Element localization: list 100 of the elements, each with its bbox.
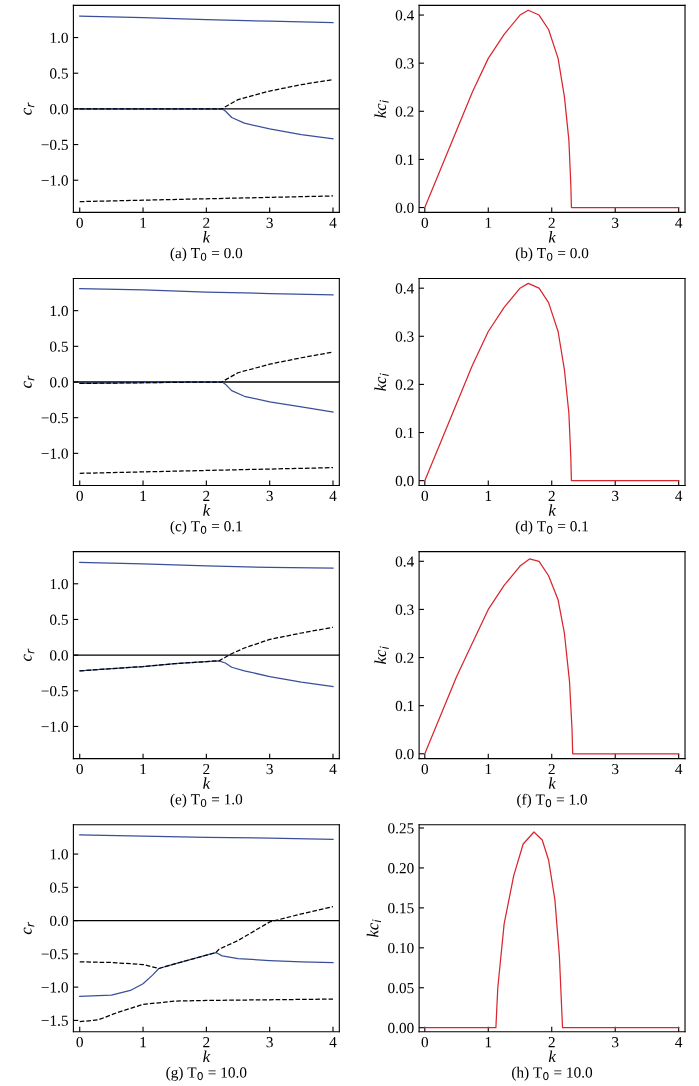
x-tick-label: 3 xyxy=(266,763,273,775)
y-tick-label: −1.0 xyxy=(41,175,68,186)
y-axis-title: c$_{r}$ xyxy=(23,648,35,662)
x-tick-label: 2 xyxy=(548,1037,555,1048)
x-tick-label: 1 xyxy=(140,763,146,775)
text: (a) T$_{0}$ = 0.0 xyxy=(170,247,243,262)
text: (d) T$_{0}$ = 0.1 xyxy=(515,520,588,535)
x-tick-label: 0 xyxy=(421,217,429,228)
y-tick-label: −0.5 xyxy=(41,412,68,424)
x-axis-title: k xyxy=(548,1050,556,1062)
y-tick-label: 0.2 xyxy=(395,106,414,117)
y-tick-label: 0.5 xyxy=(50,341,68,352)
y-tick-label: 0.4 xyxy=(395,283,414,294)
line-series xyxy=(424,831,680,1029)
y-tick-label: 0.5 xyxy=(50,882,68,893)
x-axis-title: k xyxy=(203,231,211,243)
y-tick-label: 0.1 xyxy=(395,154,414,165)
x-tick-label: 4 xyxy=(329,490,337,501)
x-tick-label: 2 xyxy=(203,763,210,775)
x-tick-label: 0 xyxy=(76,1037,83,1048)
x-tick-label: 1 xyxy=(485,490,492,501)
line-series xyxy=(424,282,680,482)
y-tick-label: 1.0 xyxy=(50,849,68,860)
x-tick-label: 4 xyxy=(329,763,337,775)
y-tick-label: −1.5 xyxy=(41,1015,68,1026)
y-tick-label: 0.0 xyxy=(395,475,414,487)
x-tick-label: 2 xyxy=(548,490,555,501)
text: (c) T$_{0}$ = 0.1 xyxy=(170,520,242,535)
y-tick-label: 0.5 xyxy=(50,68,68,79)
x-tick-label: 4 xyxy=(675,490,683,501)
text: (e) T$_{0}$ = 1.0 xyxy=(170,793,243,808)
y-tick-label: 0.25 xyxy=(388,823,414,834)
y-tick-label: 0.1 xyxy=(395,700,414,712)
y-tick-label: 0.1 xyxy=(395,427,414,439)
y-tick-label: 0.3 xyxy=(395,331,414,342)
x-tick-label: 3 xyxy=(612,1037,619,1048)
y-axis-title: kc$_{i}$ xyxy=(374,100,389,118)
y-tick-label: 0.0 xyxy=(395,748,414,760)
x-tick-label: 0 xyxy=(421,763,429,775)
y-tick-label: 0.0 xyxy=(50,377,68,388)
x-tick-label: 3 xyxy=(612,763,619,775)
y-tick-label: −1.0 xyxy=(41,448,68,459)
x-axis-title: k xyxy=(548,231,556,243)
x-tick-label: 3 xyxy=(612,490,619,502)
y-tick-label: 0.3 xyxy=(395,604,414,615)
y-tick-label: −1.0 xyxy=(41,982,68,993)
x-tick-label: 2 xyxy=(203,217,210,228)
line-series xyxy=(79,287,334,296)
x-tick-label: 1 xyxy=(485,763,492,775)
line-series xyxy=(424,558,680,755)
y-tick-label: 0.2 xyxy=(395,379,414,390)
y-tick-label: 0.05 xyxy=(388,982,414,994)
x-axis-title: k xyxy=(203,1050,211,1062)
y-tick-label: −0.5 xyxy=(41,139,68,151)
x-axis-title: k xyxy=(548,504,556,516)
x-axis-title: k xyxy=(203,777,211,789)
line-series xyxy=(79,951,334,998)
y-tick-label: 1.0 xyxy=(50,305,68,317)
line-series xyxy=(79,108,334,140)
y-axis-title: c$_{r}$ xyxy=(23,921,35,935)
x-tick-label: 0 xyxy=(76,217,83,228)
line-series xyxy=(424,9,680,209)
x-tick-label: 4 xyxy=(675,1037,683,1048)
y-tick-label: 1.0 xyxy=(50,32,68,44)
x-tick-label: 4 xyxy=(675,217,683,228)
line-series xyxy=(79,660,334,688)
y-tick-label: 0.15 xyxy=(388,903,414,914)
y-axis-title: kc$_{i}$ xyxy=(374,373,389,391)
line-series xyxy=(79,15,334,24)
y-tick-label: 1.0 xyxy=(50,578,68,590)
x-tick-label: 2 xyxy=(548,217,555,228)
x-tick-label: 1 xyxy=(140,1037,146,1048)
line-series xyxy=(79,381,334,413)
x-axis-title: k xyxy=(548,777,556,789)
x-tick-label: 1 xyxy=(140,490,146,501)
x-tick-label: 1 xyxy=(140,217,146,228)
x-tick-label: 4 xyxy=(675,763,683,775)
y-tick-label: 0.4 xyxy=(395,556,414,567)
y-axis-title: c$_{r}$ xyxy=(23,102,35,115)
y-tick-label: 0.20 xyxy=(388,863,414,874)
y-tick-label: 0.0 xyxy=(50,104,68,115)
text: (h) T$_{0}$ = 10.0 xyxy=(512,1066,593,1081)
x-tick-label: 3 xyxy=(266,217,273,228)
y-tick-label: −0.5 xyxy=(41,685,68,697)
y-tick-label: −0.5 xyxy=(41,949,68,960)
x-tick-label: 2 xyxy=(548,763,555,775)
x-tick-label: 0 xyxy=(421,490,429,502)
y-tick-label: 0.3 xyxy=(395,58,414,69)
y-tick-label: 0.0 xyxy=(50,915,68,927)
x-tick-label: 3 xyxy=(612,217,619,228)
y-axis-title: kc$_{i}$ xyxy=(366,919,382,938)
x-tick-label: 0 xyxy=(421,1037,429,1048)
x-tick-label: 0 xyxy=(76,763,83,775)
y-tick-label: 0.4 xyxy=(395,10,414,21)
y-tick-label: 0.2 xyxy=(395,652,414,664)
text: (g) T$_{0}$ = 10.0 xyxy=(166,1066,247,1081)
text: (f) T$_{0}$ = 1.0 xyxy=(517,793,588,808)
y-axis-title: kc$_{i}$ xyxy=(374,646,389,664)
x-tick-label: 1 xyxy=(485,217,492,228)
x-tick-label: 2 xyxy=(203,490,210,501)
